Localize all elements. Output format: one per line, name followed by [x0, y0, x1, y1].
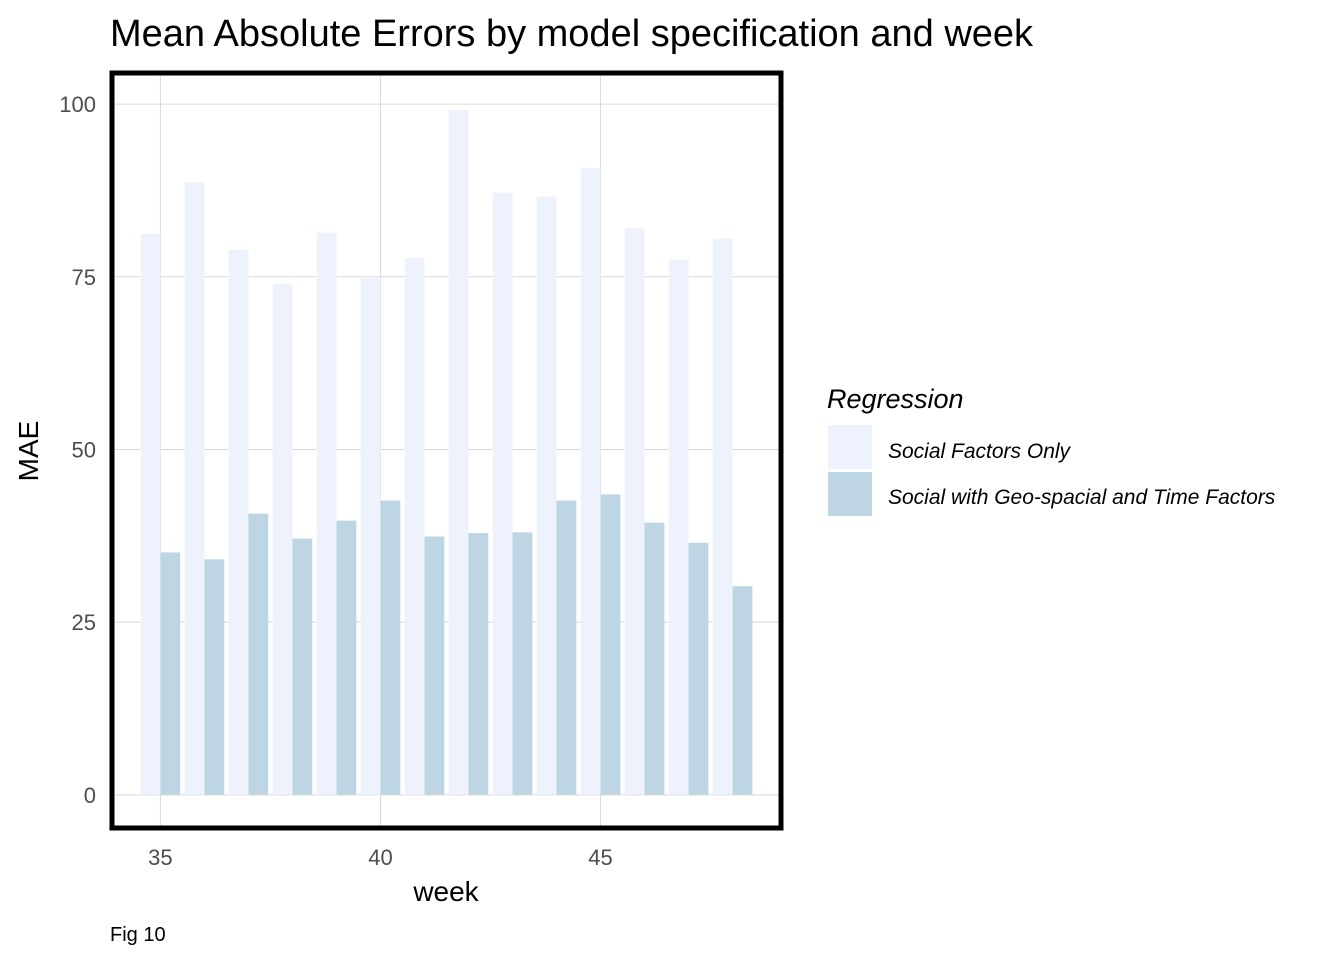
- y-tick-label: 100: [59, 92, 96, 117]
- bar-social-geo-time-week-45: [600, 494, 621, 795]
- bar-social-geo-time-week-35: [160, 552, 181, 795]
- bar-social-factors-only-week-39: [316, 232, 337, 795]
- bar-social-geo-time-week-37: [248, 513, 269, 795]
- bars: [140, 110, 753, 795]
- bar-social-factors-only-week-45: [580, 168, 601, 795]
- bar-social-factors-only-week-48: [712, 238, 733, 795]
- bar-social-factors-only-week-46: [624, 228, 645, 795]
- bar-social-geo-time-week-42: [468, 533, 489, 795]
- bar-social-factors-only-week-44: [536, 196, 557, 795]
- bar-social-factors-only-week-35: [140, 233, 161, 795]
- bar-social-factors-only-week-41: [404, 258, 425, 795]
- bar-social-factors-only-week-37: [228, 249, 249, 795]
- y-tick-label: 0: [84, 783, 96, 808]
- y-axis-label: MAE: [13, 421, 44, 482]
- bar-social-factors-only-week-42: [448, 110, 469, 795]
- bar-social-geo-time-week-38: [292, 538, 313, 795]
- bar-social-factors-only-week-43: [492, 192, 513, 795]
- bar-social-factors-only-week-47: [668, 259, 689, 795]
- x-tick-label: 40: [368, 845, 392, 870]
- legend-label-social-factors-only: Social Factors Only: [888, 440, 1072, 463]
- bar-social-geo-time-week-41: [424, 536, 445, 795]
- bar-social-geo-time-week-48: [732, 586, 753, 795]
- bar-social-geo-time-week-43: [512, 532, 533, 795]
- legend-swatch-social-geo-time: [828, 472, 872, 516]
- bar-social-geo-time-week-47: [688, 542, 709, 795]
- bar-social-geo-time-week-44: [556, 500, 577, 795]
- y-tick-label: 50: [72, 437, 96, 462]
- x-tick-label: 35: [148, 845, 172, 870]
- bar-social-geo-time-week-46: [644, 522, 665, 795]
- legend-label-social-geo-time: Social with Geo-spacial and Time Factors: [888, 486, 1276, 509]
- bar-social-factors-only-week-36: [184, 182, 205, 795]
- bar-social-factors-only-week-40: [360, 278, 381, 795]
- y-tick-label: 75: [72, 265, 96, 290]
- y-tick-label: 25: [72, 610, 96, 635]
- bar-social-geo-time-week-40: [380, 500, 401, 795]
- legend-title: Regression: [827, 384, 964, 414]
- x-axis-label: week: [412, 876, 479, 907]
- bar-social-geo-time-week-36: [204, 559, 225, 795]
- legend-swatch-social-factors-only: [828, 425, 872, 469]
- plot-border: [109, 70, 784, 831]
- x-tick-label: 45: [588, 845, 612, 870]
- legend: Regression Social Factors Only Social wi…: [827, 384, 1276, 516]
- tick-labels: 0 25 50 75 100 35 40 45: [59, 92, 613, 870]
- bar-social-geo-time-week-39: [336, 520, 357, 795]
- bar-social-factors-only-week-38: [272, 283, 293, 795]
- chart-title: Mean Absolute Errors by model specificat…: [110, 13, 1034, 55]
- figure-caption: Fig 10: [110, 924, 166, 946]
